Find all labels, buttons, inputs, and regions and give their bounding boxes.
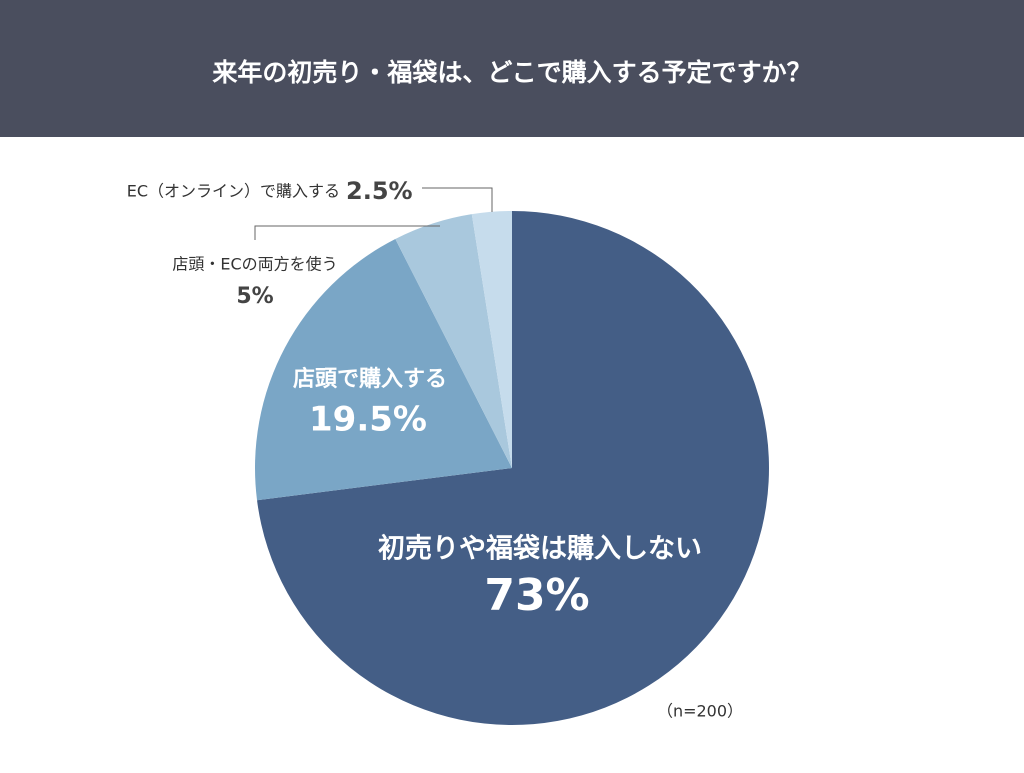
leader-line [254, 225, 440, 240]
pie-slice [257, 211, 769, 725]
slice-label: 店頭・ECの両方を使う [172, 255, 337, 274]
value-label: 73% [484, 570, 589, 621]
value-label: 19.5% [309, 400, 427, 440]
pie-slice [254, 239, 512, 501]
header-band [0, 0, 1024, 137]
note: （n=200） [657, 702, 743, 721]
slice-label: 店頭で購入する [293, 367, 447, 392]
slice-label: 初売りや福袋は購入しない [378, 534, 702, 565]
slice-label: EC（オンライン）で購入する [127, 182, 340, 201]
pie-slice [471, 211, 512, 468]
chart-title: 来年の初売り・福袋は、どこで購入する予定ですか？ [212, 58, 811, 87]
value-label: 5% [236, 284, 273, 309]
pie-slice [395, 214, 512, 468]
leader-line [422, 187, 493, 212]
value-label: 2.5% [346, 177, 413, 205]
